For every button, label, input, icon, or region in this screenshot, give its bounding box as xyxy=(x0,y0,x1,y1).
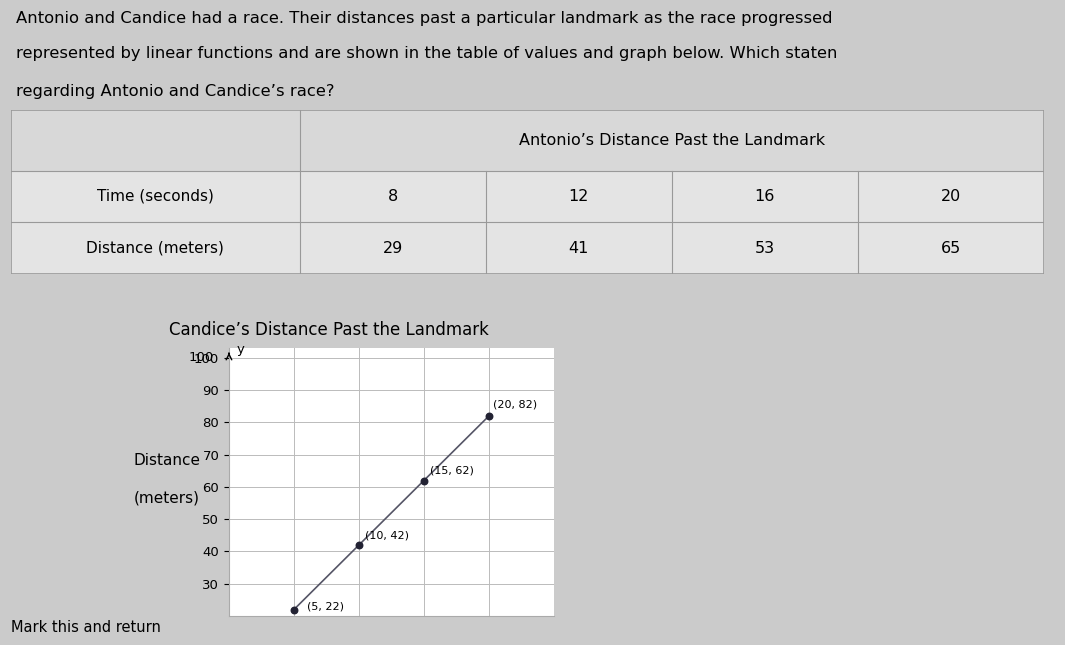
Text: 20: 20 xyxy=(940,189,961,204)
Text: Antonio’s Distance Past the Landmark: Antonio’s Distance Past the Landmark xyxy=(519,133,825,148)
Text: 12: 12 xyxy=(569,189,589,204)
Text: 53: 53 xyxy=(755,241,775,255)
Text: 16: 16 xyxy=(755,189,775,204)
Text: Distance: Distance xyxy=(133,453,200,468)
Text: 29: 29 xyxy=(382,241,403,255)
Text: represented by linear functions and are shown in the table of values and graph b: represented by linear functions and are … xyxy=(16,46,837,61)
Point xyxy=(285,604,302,615)
Text: Candice’s Distance Past the Landmark: Candice’s Distance Past the Landmark xyxy=(169,321,489,339)
Text: 65: 65 xyxy=(940,241,961,255)
Text: (15, 62): (15, 62) xyxy=(430,466,474,476)
Text: (meters): (meters) xyxy=(134,491,199,506)
Point xyxy=(480,411,497,421)
Text: Antonio and Candice had a race. Their distances past a particular landmark as th: Antonio and Candice had a race. Their di… xyxy=(16,12,833,26)
Text: (5, 22): (5, 22) xyxy=(307,601,344,611)
Text: 41: 41 xyxy=(569,241,589,255)
Bar xyxy=(11,170,1044,223)
Text: Mark this and return: Mark this and return xyxy=(11,620,161,635)
Text: (20, 82): (20, 82) xyxy=(493,399,537,410)
Point xyxy=(415,475,432,486)
Text: y: y xyxy=(236,343,245,357)
Text: regarding Antonio and Candice’s race?: regarding Antonio and Candice’s race? xyxy=(16,84,334,99)
Text: 8: 8 xyxy=(388,189,398,204)
Text: Distance (meters): Distance (meters) xyxy=(86,241,225,255)
Point xyxy=(350,540,367,550)
Text: 100: 100 xyxy=(189,352,213,364)
Text: Time (seconds): Time (seconds) xyxy=(97,189,214,204)
Text: (10, 42): (10, 42) xyxy=(365,530,409,541)
Bar xyxy=(11,110,1044,170)
Bar xyxy=(11,223,1044,274)
